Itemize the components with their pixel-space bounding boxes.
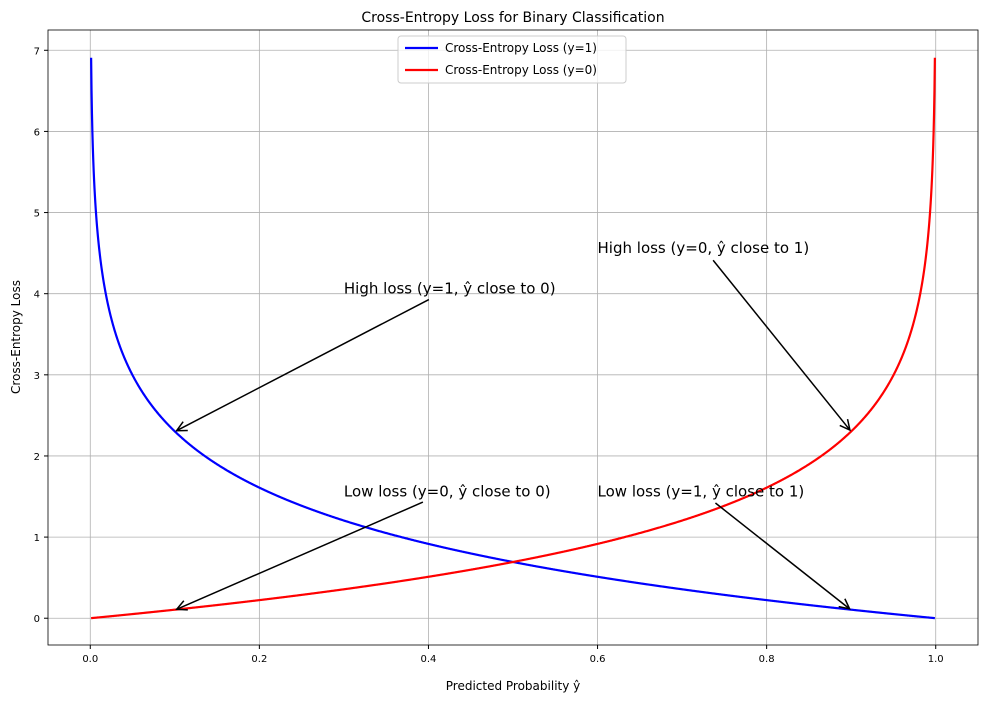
y-tick-label: 0 (34, 614, 40, 625)
x-tick-label: 0.8 (759, 654, 775, 665)
arrow-head-icon (838, 598, 851, 610)
x-tick-label: 0.6 (590, 654, 606, 665)
y-tick-label: 6 (34, 127, 40, 138)
annotation-arrow (176, 298, 430, 432)
x-axis-label: Predicted Probability ŷ (446, 679, 581, 693)
series-line-y0 (91, 57, 936, 620)
annotations: High loss (y=1, ŷ close to 0) High loss (… (175, 239, 851, 611)
y-tick-label: 7 (34, 46, 40, 57)
legend-box (397, 35, 627, 84)
y-axis-label: Cross-Entropy Loss (9, 280, 23, 394)
ticks: 0.0 0.2 0.4 0.6 0.8 1.0 0 1 2 3 4 5 6 7 (34, 46, 944, 665)
legend-label-y1: Cross-Entropy Loss (y=1) (445, 41, 597, 55)
x-tick-label: 0.2 (251, 654, 267, 665)
x-tick-label: 0.4 (421, 654, 437, 665)
annotation-text: High loss (y=0, ŷ close to 1) (598, 239, 810, 257)
x-tick-label: 1.0 (928, 654, 944, 665)
annotation-arrow (176, 501, 424, 611)
y-tick-label: 5 (34, 209, 40, 220)
y-tick-label: 1 (34, 533, 40, 544)
annotation-arrow (714, 502, 851, 610)
curves (90, 57, 936, 620)
annotation-text: Low loss (y=1, ŷ close to 1) (598, 483, 805, 501)
annotation-text: High loss (y=1, ŷ close to 0) (344, 280, 556, 298)
y-tick-label: 3 (34, 371, 40, 382)
grid (48, 30, 978, 645)
y-tick-label: 4 (34, 290, 40, 301)
annotation-text: Low loss (y=0, ŷ close to 0) (344, 483, 551, 501)
arrow-head-icon (175, 421, 188, 432)
series-line-y1 (90, 57, 935, 620)
legend: Cross-Entropy Loss (y=1) Cross-Entropy L… (397, 35, 627, 84)
x-tick-label: 0.0 (82, 654, 98, 665)
y-tick-label: 2 (34, 452, 40, 463)
arrow-head-icon (839, 418, 851, 432)
arrow-head-icon (175, 600, 188, 611)
axes-frame (47, 29, 979, 646)
annotation-arrow (712, 259, 851, 431)
chart-title: Cross-Entropy Loss for Binary Classifica… (361, 10, 664, 26)
legend-label-y0: Cross-Entropy Loss (y=0) (445, 63, 597, 77)
